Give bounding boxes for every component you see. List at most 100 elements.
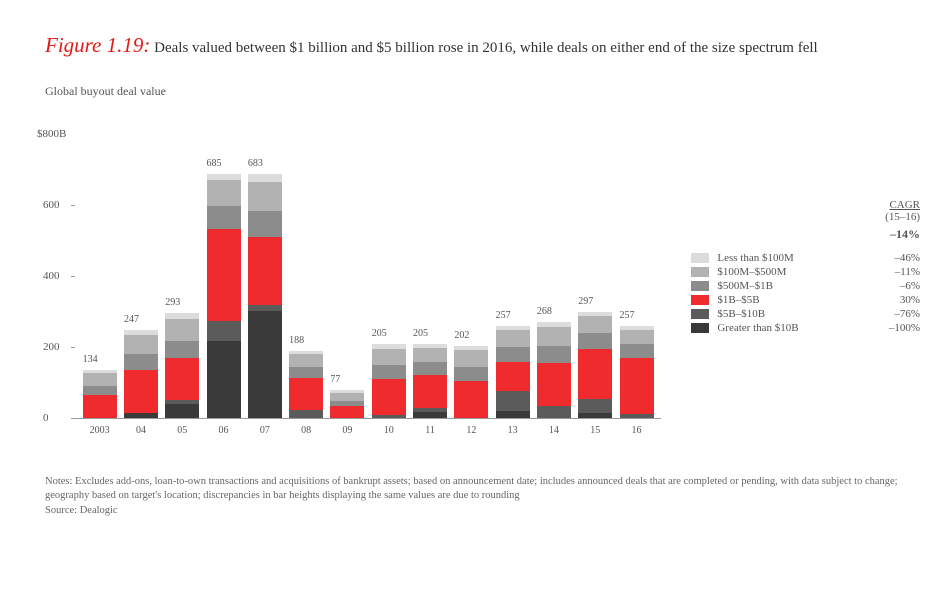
y-tick-label: 0 bbox=[43, 412, 49, 424]
legend-series-name: $1B–$5B bbox=[717, 294, 870, 306]
bar-segment bbox=[289, 378, 323, 411]
bar-stack: 297 bbox=[578, 312, 612, 418]
bar-segment bbox=[620, 344, 654, 358]
bar-stack: 257 bbox=[496, 326, 530, 418]
chart-notes: Notes: Excludes add-ons, loan-to-own tra… bbox=[45, 475, 920, 519]
bar-segment bbox=[83, 395, 117, 417]
bar-column: 202 bbox=[454, 346, 488, 418]
legend-cagr-value: –46% bbox=[870, 252, 920, 264]
bar-segment bbox=[413, 375, 447, 407]
bar-segment bbox=[207, 341, 241, 418]
legend-series-name: Greater than $10B bbox=[717, 322, 870, 334]
x-axis-label: 04 bbox=[124, 419, 158, 449]
bar-column: 188 bbox=[289, 351, 323, 418]
bar-segment bbox=[330, 406, 364, 417]
legend-series-name: $100M–$500M bbox=[717, 266, 870, 278]
bar-stack: 683 bbox=[248, 174, 282, 417]
bar-segment bbox=[124, 370, 158, 413]
bar-segment bbox=[454, 350, 488, 367]
notes-text: Notes: Excludes add-ons, loan-to-own tra… bbox=[45, 475, 920, 504]
y-tick-mark bbox=[71, 347, 75, 348]
plot-region: 1342472936856831887720520520225726829725… bbox=[75, 134, 661, 419]
x-axis-label: 10 bbox=[372, 419, 406, 449]
bar-segment bbox=[413, 348, 447, 362]
bar-column: 257 bbox=[620, 326, 654, 418]
x-axis-label: 15 bbox=[578, 419, 612, 449]
bar-stack: 77 bbox=[330, 390, 364, 417]
legend-series-name: $5B–$10B bbox=[717, 308, 870, 320]
bar-stack: 293 bbox=[165, 313, 199, 417]
bar-column: 293 bbox=[165, 313, 199, 417]
bar-segment bbox=[496, 330, 530, 347]
x-axis-label: 08 bbox=[289, 419, 323, 449]
y-tick-label: 400 bbox=[43, 270, 60, 282]
bar-segment bbox=[620, 330, 654, 345]
bar-segment bbox=[372, 349, 406, 365]
y-tick-mark bbox=[71, 205, 75, 206]
legend-row: $100M–$500M–11% bbox=[691, 266, 920, 278]
bar-segment bbox=[578, 349, 612, 399]
bar-stack: 685 bbox=[207, 174, 241, 418]
bar-stack: 205 bbox=[413, 344, 447, 417]
y-tick-label: 200 bbox=[43, 341, 60, 353]
bar-column: 77 bbox=[330, 390, 364, 417]
bar-segment bbox=[289, 410, 323, 417]
bar-segment bbox=[537, 346, 571, 364]
legend-series-name: $500M–$1B bbox=[717, 280, 870, 292]
legend-swatch bbox=[691, 309, 709, 319]
legend-row: $1B–$5B30% bbox=[691, 294, 920, 306]
x-axis-label: 06 bbox=[207, 419, 241, 449]
legend-row: Less than $100M–46% bbox=[691, 252, 920, 264]
bar-segment bbox=[248, 311, 282, 418]
bar-segment bbox=[496, 411, 530, 417]
bar-segment bbox=[496, 362, 530, 391]
cagr-header-range: (15–16) bbox=[885, 211, 920, 223]
bar-segment bbox=[578, 399, 612, 413]
bar-segment bbox=[537, 363, 571, 406]
bar-total-label: 293 bbox=[165, 297, 180, 308]
bars-group: 1342472936856831887720520520225726829725… bbox=[75, 134, 661, 418]
bar-total-label: 257 bbox=[620, 310, 635, 321]
bar-segment bbox=[248, 237, 282, 305]
bar-segment bbox=[578, 316, 612, 333]
y-tick-mark bbox=[71, 276, 75, 277]
bar-total-label: 134 bbox=[83, 354, 98, 365]
bar-total-label: 247 bbox=[124, 314, 139, 325]
x-axis-labels: 200304050607080910111213141516 bbox=[75, 419, 661, 449]
legend-series-name: Less than $100M bbox=[717, 252, 870, 264]
bar-segment bbox=[124, 413, 158, 417]
x-axis-label: 05 bbox=[165, 419, 199, 449]
x-axis-label: 12 bbox=[454, 419, 488, 449]
x-axis-label: 16 bbox=[620, 419, 654, 449]
bar-total-label: 205 bbox=[413, 328, 428, 339]
bar-segment bbox=[289, 354, 323, 367]
bar-column: 247 bbox=[124, 330, 158, 418]
source-text: Source: Dealogic bbox=[45, 504, 920, 519]
chart-container: 1342472936856831887720520520225726829725… bbox=[45, 119, 920, 449]
cagr-header-label: CAGR bbox=[889, 199, 920, 211]
legend-cagr-value: –100% bbox=[870, 322, 920, 334]
bar-stack: 202 bbox=[454, 346, 488, 418]
cagr-header: CAGR (15–16) bbox=[691, 199, 920, 223]
bar-column: 297 bbox=[578, 312, 612, 418]
bar-segment bbox=[248, 174, 282, 182]
bar-stack: 134 bbox=[83, 370, 117, 418]
bar-segment bbox=[248, 211, 282, 238]
bar-segment bbox=[454, 381, 488, 417]
x-axis-label: 07 bbox=[248, 419, 282, 449]
bar-segment bbox=[578, 413, 612, 418]
figure-title: Figure 1.19: Deals valued between $1 bil… bbox=[45, 30, 920, 62]
bar-segment bbox=[124, 354, 158, 370]
bar-segment bbox=[496, 347, 530, 362]
bar-segment bbox=[124, 335, 158, 355]
bar-total-label: 683 bbox=[248, 158, 263, 169]
bar-segment bbox=[165, 341, 199, 357]
x-axis-label: 2003 bbox=[83, 419, 117, 449]
bar-column: 268 bbox=[537, 322, 571, 417]
bar-column: 134 bbox=[83, 370, 117, 418]
cagr-total: –14% bbox=[691, 227, 920, 242]
bar-segment bbox=[620, 358, 654, 414]
legend-cagr-value: –6% bbox=[870, 280, 920, 292]
x-axis-label: 14 bbox=[537, 419, 571, 449]
bar-total-label: 297 bbox=[578, 296, 593, 307]
